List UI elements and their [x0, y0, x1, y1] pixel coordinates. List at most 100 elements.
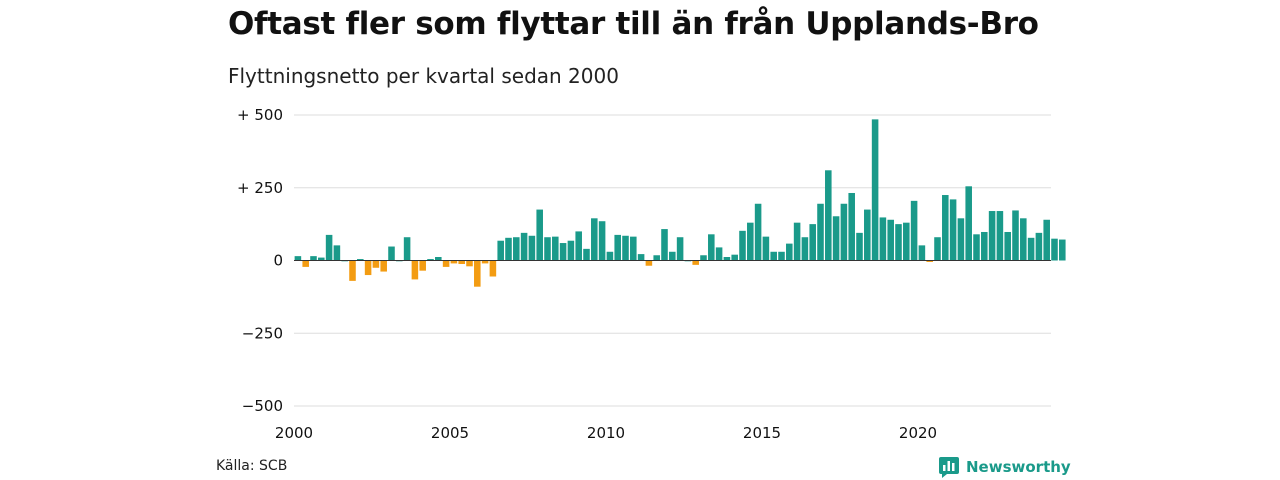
y-tick-label: −250: [242, 324, 283, 342]
bar: [887, 219, 894, 261]
bar: [934, 237, 941, 261]
bar: [364, 260, 372, 276]
bar: [996, 211, 1004, 261]
bar: [380, 260, 387, 272]
bar: [669, 251, 676, 261]
x-tick-label: 2000: [275, 424, 313, 442]
bar: [528, 235, 536, 261]
bar: [762, 236, 770, 261]
bar: [567, 240, 575, 261]
bar: [949, 199, 957, 261]
y-tick-label: + 250: [237, 179, 283, 197]
bar: [692, 260, 699, 265]
bar: [544, 237, 551, 261]
bar: [988, 211, 996, 261]
bar: [513, 237, 520, 261]
bar: [591, 218, 598, 261]
bar: [630, 236, 637, 261]
bar: [598, 221, 606, 261]
bar: [1051, 238, 1058, 261]
bar: [957, 218, 965, 261]
bar: [318, 257, 325, 261]
bar: [723, 257, 731, 261]
y-tick-label: −500: [242, 397, 283, 415]
bar: [973, 234, 980, 261]
bar: [1020, 218, 1027, 261]
bar: [357, 259, 364, 261]
bar: [497, 240, 504, 261]
bar: [1059, 239, 1066, 261]
bar: [388, 246, 395, 261]
bar: [622, 235, 629, 261]
x-tick-label: 2015: [743, 424, 781, 442]
bar: [302, 260, 309, 267]
bar: [942, 195, 949, 261]
bar: [474, 260, 481, 287]
bar: [333, 245, 341, 261]
bar: [832, 216, 840, 261]
bar: [754, 203, 762, 261]
bar: [825, 170, 832, 261]
bar: [583, 248, 590, 261]
bar: [809, 224, 816, 261]
bar: [520, 232, 528, 261]
bar: [895, 224, 902, 261]
bar: [661, 229, 668, 261]
bar: [918, 245, 926, 261]
bar: [715, 247, 723, 261]
bar: [856, 232, 863, 261]
bar: [731, 254, 738, 261]
bar: [864, 209, 871, 261]
bar: [349, 260, 356, 281]
bar: [419, 260, 426, 271]
source-label: Källa: SCB: [216, 458, 288, 474]
bar: [700, 255, 707, 261]
bar: [505, 237, 512, 261]
bar: [770, 251, 777, 261]
bar: [926, 260, 933, 262]
x-tick-label: 2005: [431, 424, 469, 442]
bar: [552, 236, 559, 261]
bar: [910, 200, 918, 261]
bar: [403, 237, 411, 261]
bar: [676, 237, 684, 261]
bar: [965, 186, 972, 261]
y-tick-label: 0: [273, 252, 283, 270]
bar: [848, 192, 855, 261]
bar: [559, 243, 567, 261]
y-tick-label: + 500: [237, 106, 283, 124]
bar: [481, 260, 489, 264]
bar: [575, 231, 582, 261]
chart-subtitle: Flyttningsnetto per kvartal sedan 2000: [228, 64, 619, 88]
bar: [786, 243, 793, 261]
bar: [435, 257, 442, 261]
bar: [489, 260, 497, 277]
chart-title: Oftast fler som flyttar till än från Upp…: [228, 6, 1039, 42]
bar: [458, 260, 465, 264]
bar: [310, 256, 317, 261]
newsworthy-icon: [939, 457, 959, 478]
brand-name: Newsworthy: [966, 458, 1071, 476]
bar: [450, 260, 458, 264]
bar: [903, 222, 910, 261]
bar: [1035, 232, 1043, 261]
bar: [981, 231, 988, 261]
bar: [294, 256, 302, 261]
bar: [653, 255, 660, 261]
bar: [879, 217, 887, 261]
bar: [606, 251, 614, 261]
bar: [793, 222, 801, 261]
bar: [645, 260, 653, 266]
bar: [411, 260, 419, 280]
x-tick-label: 2020: [899, 424, 937, 442]
brand-logo: Newsworthy: [938, 456, 1071, 478]
bar: [739, 230, 746, 261]
bar: [778, 251, 785, 261]
bar: [614, 234, 621, 261]
bar: [1043, 219, 1050, 261]
bar: [708, 234, 715, 261]
bar: [466, 260, 473, 267]
bar: [817, 203, 824, 261]
bar: [442, 260, 450, 267]
bar: [637, 254, 645, 261]
